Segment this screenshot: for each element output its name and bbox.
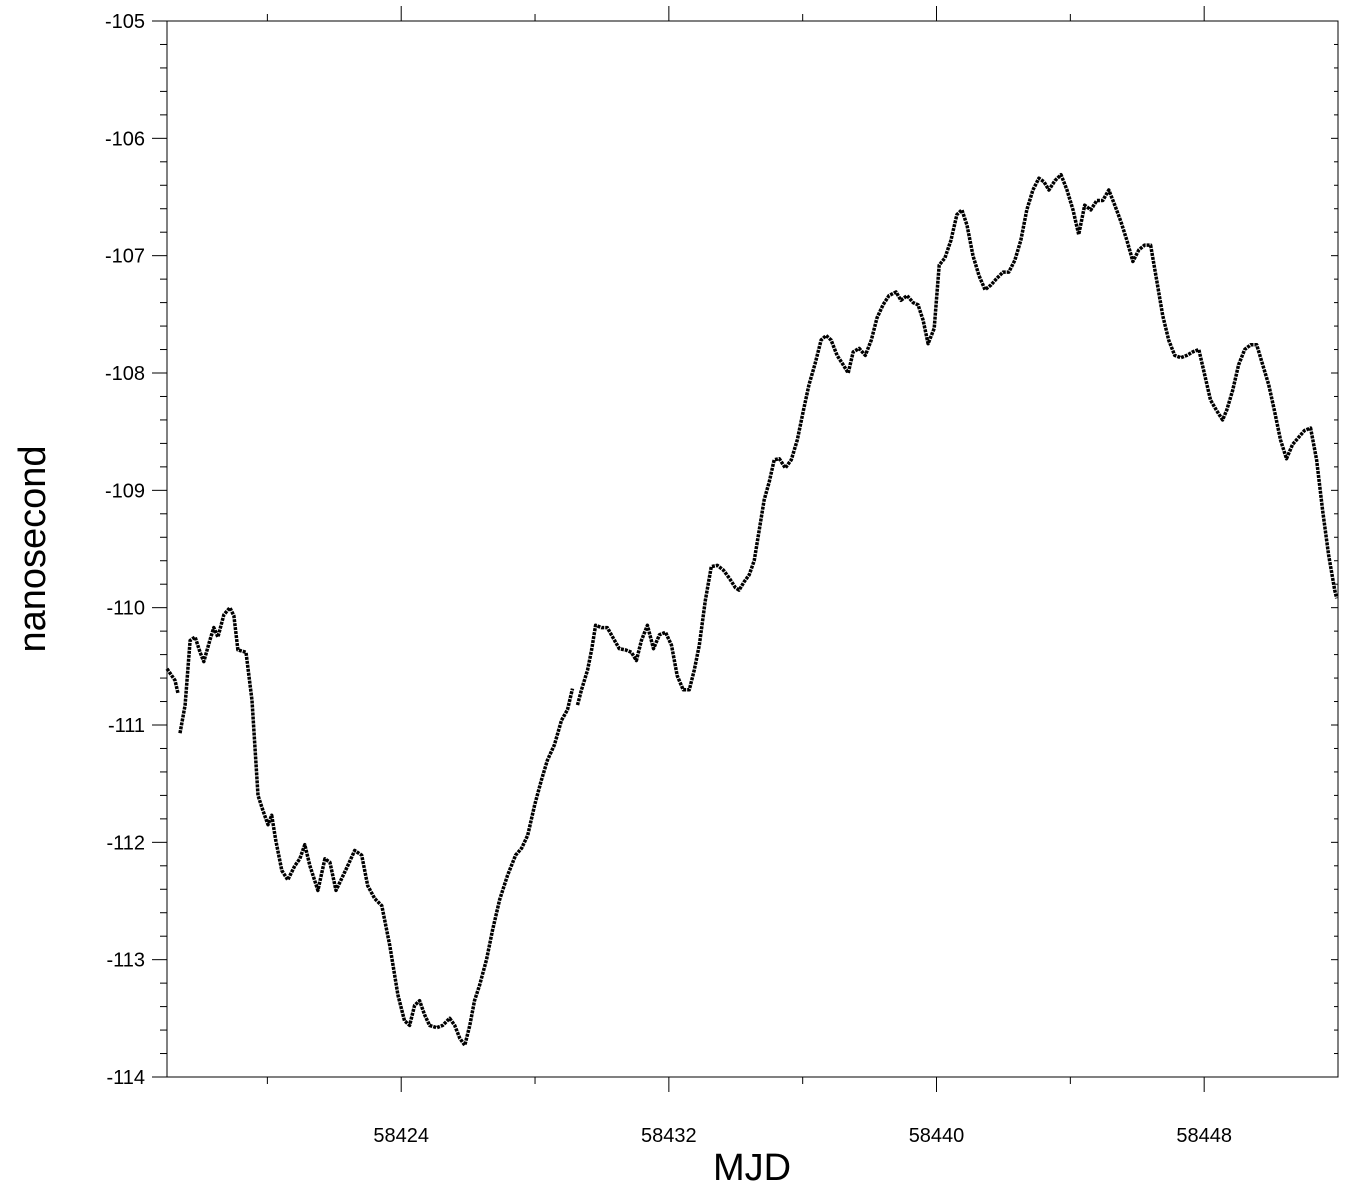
plot-frame (166, 20, 1339, 1078)
y-tick-label: -105 (105, 11, 145, 33)
y-tick-label: -106 (105, 128, 145, 150)
x-tick-label: 58440 (909, 1125, 965, 1147)
y-tick-label: -111 (108, 715, 145, 737)
y-tick-label: -113 (106, 950, 145, 972)
y-tick-label: -112 (106, 832, 145, 854)
x-axis-title: MJD (713, 1147, 791, 1189)
y-tick-label: -107 (105, 246, 145, 268)
x-tick-label: 58432 (641, 1125, 697, 1147)
y-tick-label: -110 (106, 598, 145, 620)
y-axis-title: nanosecond (12, 445, 54, 652)
y-tick-label: -108 (105, 363, 145, 385)
y-tick-label: -114 (106, 1067, 145, 1089)
y-tick-label: -109 (105, 480, 145, 502)
x-tick-label: 58424 (373, 1125, 429, 1147)
x-tick-label: 58448 (1176, 1125, 1232, 1147)
series-line (165, 172, 1339, 1048)
